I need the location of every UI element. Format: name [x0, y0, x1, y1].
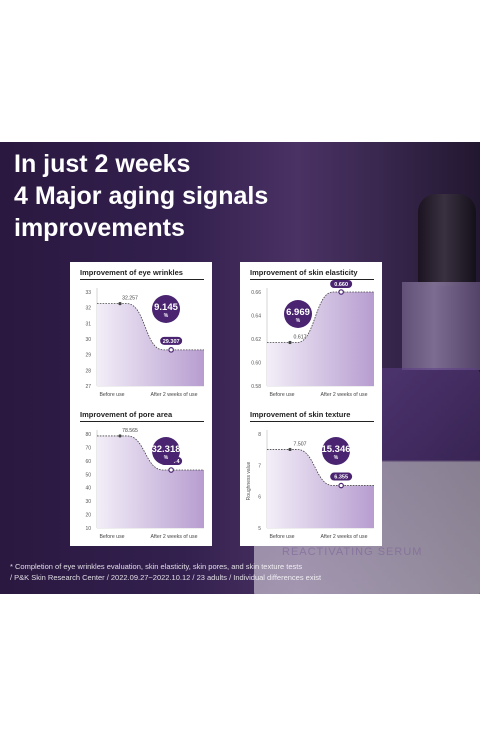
data-point-after [168, 467, 174, 473]
headline-line-1: In just 2 weeks [14, 150, 191, 178]
title-divider [250, 279, 374, 280]
series-line [267, 291, 374, 343]
y-tick-label: 5 [258, 526, 261, 532]
y-tick-label: 0.62 [251, 337, 261, 343]
chart-skin-elasticity: 0.58 0.60 0.62 0.64 0.66 0.617 0.660 6.969% Befo… [251, 280, 374, 398]
y-tick-label: 50 [85, 472, 91, 478]
y-tick-label: 0.64 [251, 314, 261, 320]
title-divider [80, 421, 204, 422]
chart-card-pore-area: Improvement of pore area 10 20 30 40 50 60 70 8… [70, 404, 212, 546]
chart-title: Improvement of eye wrinkles [80, 268, 183, 277]
badge-unit: % [164, 313, 169, 319]
y-tick-label: 20 [85, 513, 91, 519]
area-fill [267, 292, 374, 386]
y-tick-label: 30 [85, 337, 91, 343]
y-tick-label: 0.66 [251, 290, 261, 296]
y-tick-label: 32 [85, 306, 91, 312]
x-category-label: After 2 weeks of use [151, 392, 198, 398]
chart-card-skin-texture: Improvement of skin texture 5 6 7 8 Roughnes… [240, 404, 382, 546]
data-label-before: 32.257 [122, 296, 138, 302]
improvement-badge [152, 437, 180, 465]
data-point-before [288, 340, 292, 345]
footnote-line-1: * Completion of eye wrinkles evaluation,… [10, 562, 303, 571]
y-tick-label: 70 [85, 445, 91, 451]
badge-unit: % [334, 455, 339, 461]
dropper-cap-image [418, 194, 476, 286]
area-fill [97, 435, 204, 528]
y-tick-label: 10 [85, 526, 91, 532]
badge-value: 32.318 [151, 444, 180, 455]
badge-unit: % [296, 318, 301, 324]
data-point-before [288, 447, 292, 452]
data-point-before [118, 302, 122, 306]
title-divider [250, 421, 374, 422]
data-label-before: 7.507 [294, 441, 307, 447]
chart-title: Improvement of pore area [80, 410, 173, 419]
headline-line-3: improvements [14, 214, 185, 242]
chart-card-skin-elasticity: Improvement of skin elasticity 0.58 0.60 0… [240, 262, 382, 404]
improvement-badge [284, 300, 312, 328]
data-label-before: 78.565 [122, 428, 138, 434]
y-tick-label: 60 [85, 459, 91, 465]
series-line [97, 303, 204, 351]
y-tick-label: 33 [85, 290, 91, 296]
y-tick-label: 40 [85, 486, 91, 492]
data-label-pill [330, 472, 353, 481]
y-tick-label: 0.58 [251, 384, 261, 390]
data-label-pill [330, 280, 353, 288]
badge-value: 15.346 [321, 444, 350, 455]
data-point-after [338, 482, 344, 489]
footnote-line-2: / P&K Skin Research Center / 2022.09.27~… [10, 573, 322, 582]
x-category-label: Before use [269, 534, 294, 540]
badge-value: 9.145 [154, 302, 178, 313]
x-category-label: Before use [269, 392, 294, 398]
chart-title: Improvement of skin texture [250, 410, 351, 419]
data-label-before: 0.617 [294, 335, 307, 341]
data-point-before [118, 434, 122, 438]
y-axis-label: Roughness value [246, 461, 252, 500]
y-tick-label: 27 [85, 384, 91, 390]
y-tick-label: 80 [85, 432, 91, 438]
y-tick-label: 30 [85, 499, 91, 505]
headline-line-2: 4 Major aging signals [14, 182, 269, 210]
area-fill [97, 303, 204, 386]
chart-title: Improvement of skin elasticity [250, 268, 358, 277]
y-tick-label: 8 [258, 432, 261, 438]
y-tick-label: 0.60 [251, 361, 261, 367]
data-point-after [168, 347, 174, 353]
y-tick-label: 29 [85, 353, 91, 359]
badge-unit: % [164, 455, 169, 461]
product-label: REACTIVATING SERUM [282, 546, 423, 558]
area-fill [267, 449, 374, 528]
y-tick-label: 28 [85, 368, 91, 374]
chart-card-eye-wrinkles: Improvement of eye wrinkles 27 28 29 30 31 32… [70, 262, 212, 404]
x-category-label: Before use [99, 534, 124, 540]
x-category-label: After 2 weeks of use [151, 534, 198, 540]
badge-value: 6.969 [286, 307, 310, 318]
data-label-after: 0.660 [334, 282, 348, 288]
data-label-pill [160, 336, 183, 345]
x-category-label: After 2 weeks of use [321, 534, 368, 540]
title-divider [80, 279, 204, 280]
data-point-after [338, 289, 344, 295]
bottle-neck-image [402, 282, 480, 370]
series-line [97, 435, 204, 471]
chart-skin-texture: 5 6 7 8 Roughness value 7.507 6.355 15.346% Befo… [246, 430, 374, 540]
series-line [267, 449, 374, 486]
y-tick-label: 7 [258, 463, 261, 469]
y-tick-label: 31 [85, 321, 91, 327]
x-category-label: Before use [99, 392, 124, 398]
data-label-after: 6.355 [334, 475, 348, 481]
improvement-badge [322, 437, 350, 465]
data-label-after: 29.307 [163, 339, 180, 345]
improvement-badge [152, 295, 180, 323]
x-category-label: After 2 weeks of use [321, 392, 368, 398]
chart-eye-wrinkles: 27 28 29 30 31 32 33 32.257 29.307 9.145% Before u… [85, 288, 204, 398]
chart-pore-area: 102030405060708078.56553.17432.318%Befor… [85, 428, 204, 540]
y-tick-label: 6 [258, 495, 261, 501]
